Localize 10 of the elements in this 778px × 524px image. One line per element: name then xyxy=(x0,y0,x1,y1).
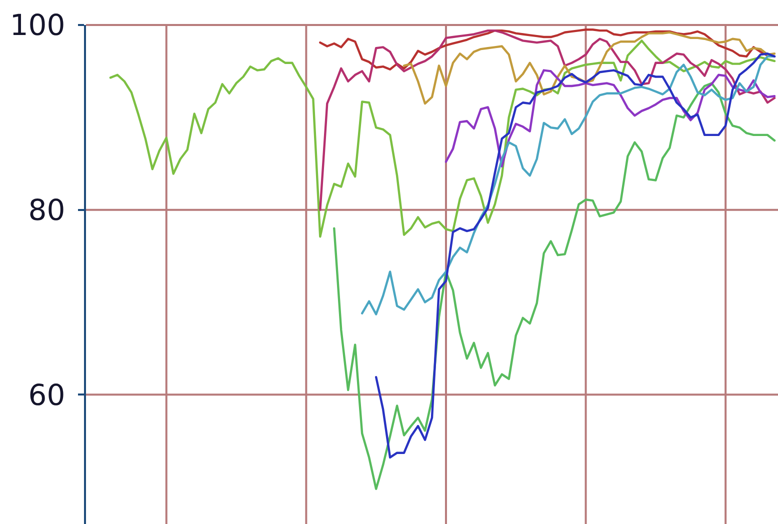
line-series xyxy=(444,69,776,168)
line-series xyxy=(361,55,776,316)
y-tick-label: 80 xyxy=(28,192,66,227)
line-series xyxy=(109,40,776,238)
line-series xyxy=(319,29,776,211)
line-series xyxy=(374,52,776,459)
y-tick-label: 100 xyxy=(10,8,66,42)
y-tick-label: 60 xyxy=(28,378,66,412)
line-series xyxy=(333,82,776,490)
line-series xyxy=(402,31,776,105)
